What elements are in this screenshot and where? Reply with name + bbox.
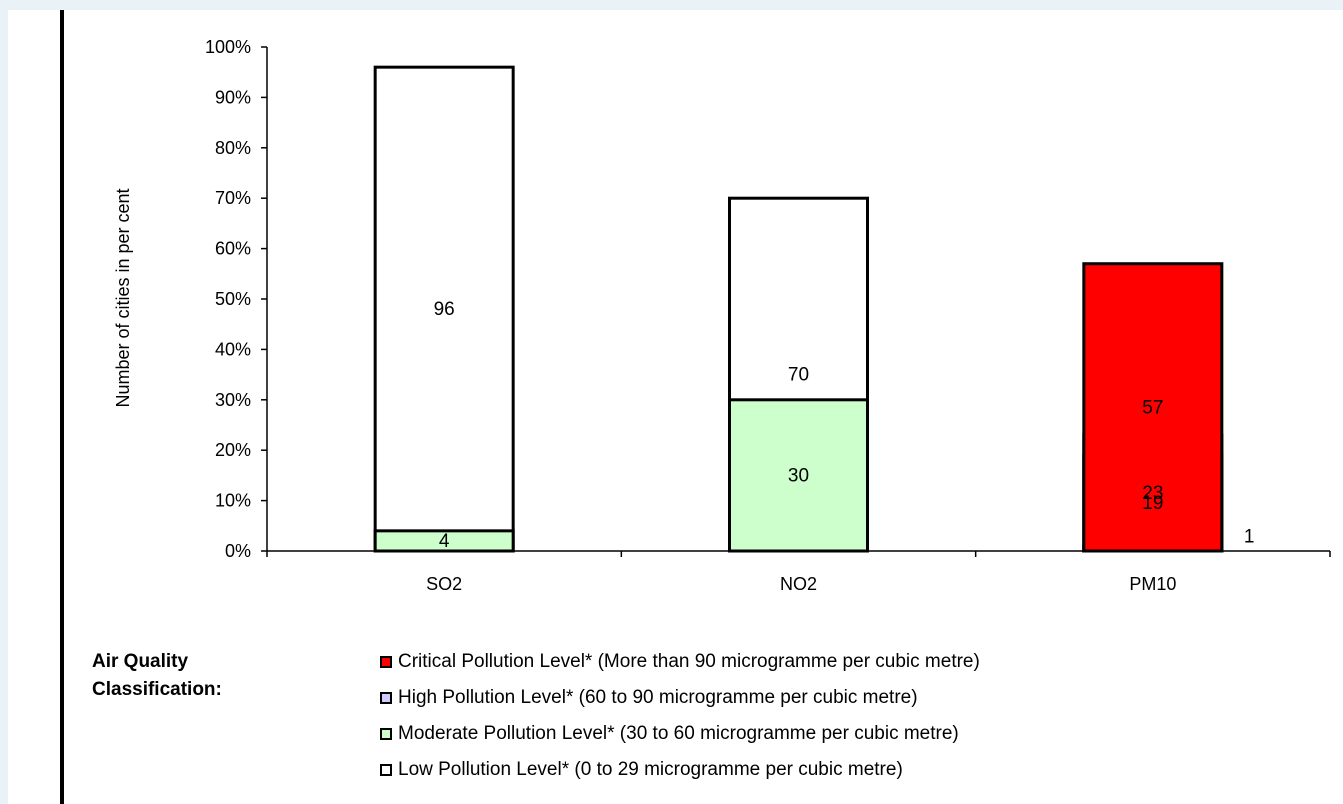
y-tick-label: 0% bbox=[225, 541, 251, 561]
legend-title: Air Quality Classification: bbox=[92, 648, 222, 704]
data-label: 57 bbox=[1142, 397, 1163, 418]
x-category-label: PM10 bbox=[1129, 574, 1176, 594]
x-category-label: NO2 bbox=[780, 574, 817, 594]
y-axis-label: Number of cities in per cent bbox=[113, 188, 133, 407]
y-tick-label: 100% bbox=[205, 37, 251, 57]
y-tick-label: 60% bbox=[215, 239, 251, 259]
legend-label-high: High Pollution Level* (60 to 90 microgra… bbox=[398, 687, 918, 708]
legend-item-high: High Pollution Level* (60 to 90 microgra… bbox=[380, 680, 980, 716]
bar-segment bbox=[728, 398, 869, 553]
legend-label-critical: Critical Pollution Level* (More than 90 … bbox=[398, 651, 980, 672]
legend: Critical Pollution Level* (More than 90 … bbox=[380, 644, 980, 788]
y-tick-label: 20% bbox=[215, 440, 251, 460]
y-tick-label: 70% bbox=[215, 188, 251, 208]
legend-swatch-high bbox=[380, 692, 392, 704]
bar-segment bbox=[1082, 262, 1224, 553]
data-label: 4 bbox=[439, 531, 450, 552]
legend-title-line1: Air Quality bbox=[92, 651, 189, 672]
bar-segment bbox=[373, 65, 515, 553]
legend-item-moderate: Moderate Pollution Level* (30 to 60 micr… bbox=[380, 716, 980, 752]
legend-item-critical: Critical Pollution Level* (More than 90 … bbox=[380, 644, 980, 680]
legend-swatch-moderate bbox=[380, 728, 392, 740]
data-label: 30 bbox=[788, 465, 809, 486]
legend-label-low: Low Pollution Level* (0 to 29 microgramm… bbox=[398, 759, 903, 780]
y-tick-label: 90% bbox=[215, 87, 251, 107]
y-tick-label: 30% bbox=[215, 390, 251, 410]
y-tick-label: 80% bbox=[215, 138, 251, 158]
legend-label-moderate: Moderate Pollution Level* (30 to 60 micr… bbox=[398, 723, 959, 744]
legend-title-line2: Classification: bbox=[92, 679, 222, 700]
y-tick-label: 10% bbox=[215, 491, 251, 511]
data-label: 70 bbox=[788, 365, 809, 386]
y-tick-label: 50% bbox=[215, 289, 251, 309]
legend-swatch-low bbox=[380, 764, 392, 776]
x-category-label: SO2 bbox=[426, 574, 462, 594]
data-label: 1 bbox=[1244, 526, 1255, 547]
left-vertical-rule bbox=[60, 10, 64, 804]
y-tick-label: 40% bbox=[215, 339, 251, 359]
data-label: 96 bbox=[434, 299, 455, 320]
data-label: 23 bbox=[1142, 483, 1163, 504]
stacked-bar-chart: Number of cities in per cent 0% 10% 20% 30%… bbox=[113, 37, 1331, 594]
legend-item-low: Low Pollution Level* (0 to 29 microgramm… bbox=[380, 752, 980, 788]
data-label: 19 bbox=[1142, 493, 1163, 514]
legend-swatch-critical bbox=[380, 656, 392, 668]
